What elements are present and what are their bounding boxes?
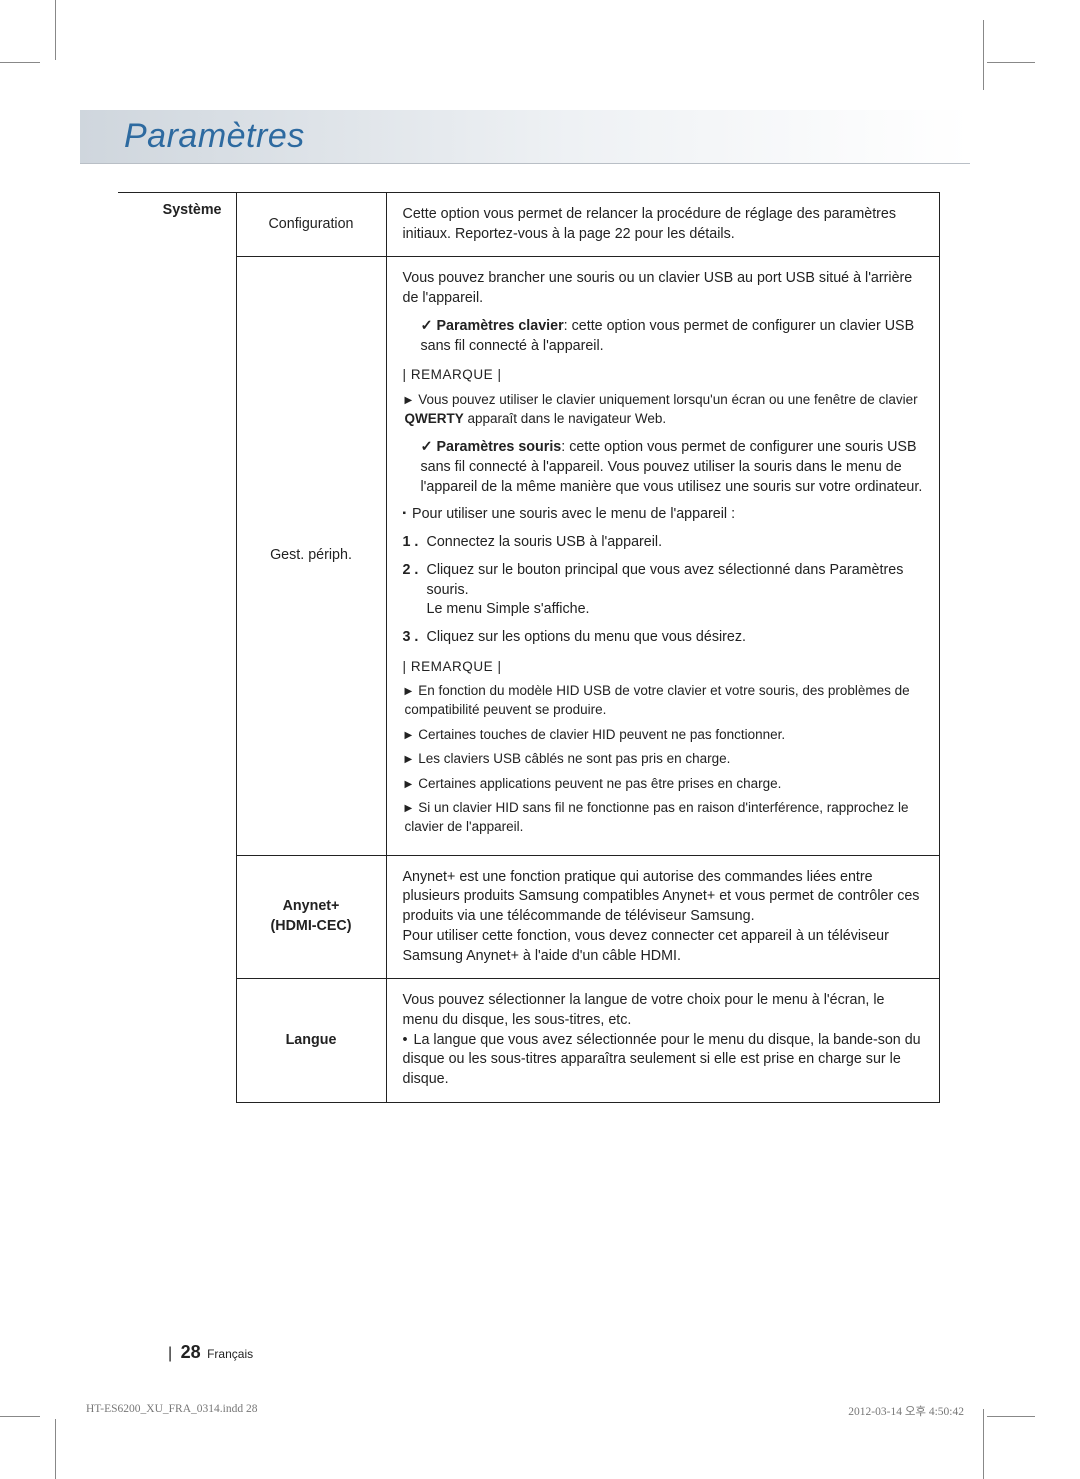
note-text: En fonction du modèle HID USB de votre c… (405, 683, 910, 717)
note-text-a: Vous pouvez utiliser le clavier uniqueme… (418, 392, 917, 407)
anynet-line1: Anynet+ (283, 898, 340, 914)
note-item: En fonction du modèle HID USB de votre c… (405, 682, 924, 719)
page-footer: | 28 Français (80, 1342, 970, 1363)
settings-table: Système Configuration Cette option vous … (118, 192, 940, 1103)
caret-icon (405, 776, 419, 791)
note-text-b: apparaît dans le navigateur Web. (464, 411, 666, 426)
remarque-label: | REMARQUE | (403, 366, 924, 385)
anynet-line2: (HDMI-CEC) (271, 918, 352, 934)
step-text: Cliquez sur les options du menu que vous… (427, 629, 746, 645)
row-label-configuration: Configuration (236, 193, 386, 257)
periph-kbd-note: Vous pouvez utiliser le clavier uniqueme… (405, 391, 924, 428)
step-text: Connectez la souris USB à l'appareil. (427, 534, 663, 550)
langue-text2-content: La langue que vous avez sélectionnée pou… (403, 1032, 921, 1087)
row-desc-configuration: Cette option vous permet de relancer la … (386, 193, 940, 257)
row-desc-langue: Vous pouvez sélectionner la langue de vo… (386, 979, 940, 1103)
crop-mark (55, 0, 56, 60)
note-item: Certaines touches de clavier HID peuvent… (405, 726, 924, 745)
row-label-anynet: Anynet+ (HDMI-CEC) (236, 855, 386, 979)
periph-mouse: Paramètres souris: cette option vous per… (403, 438, 924, 497)
row-label-langue: Langue (236, 979, 386, 1103)
step-text: Cliquez sur le bouton principal que vous… (427, 562, 904, 617)
row-label-periph: Gest. périph. (236, 257, 386, 855)
note-item: Si un clavier HID sans fil ne fonctionne… (405, 799, 924, 836)
footer-divider: | (168, 1345, 172, 1362)
slug-file: HT-ES6200_XU_FRA_0314.indd 28 (86, 1403, 257, 1419)
caret-icon (405, 800, 419, 815)
list-item: 1 . Connectez la souris USB à l'appareil. (403, 533, 924, 553)
row-desc-anynet: Anynet+ est une fonction pratique qui au… (386, 855, 940, 979)
remarque-label: | REMARQUE | (403, 658, 924, 677)
note-item: Vous pouvez utiliser le clavier uniqueme… (405, 391, 924, 428)
use-mouse-heading-text: Pour utiliser une souris avec le menu de… (412, 506, 735, 522)
periph-keyboard-label: Paramètres clavier (436, 318, 563, 334)
note-item: Certaines applications peuvent ne pas êt… (405, 775, 924, 794)
row-desc-periph: Vous pouvez brancher une souris ou un cl… (386, 257, 940, 855)
langue-text2: La langue que vous avez sélectionnée pou… (403, 1031, 924, 1090)
periph-keyboard: Paramètres clavier: cette option vous pe… (403, 317, 924, 356)
caret-icon (405, 392, 419, 407)
print-slug: HT-ES6200_XU_FRA_0314.indd 28 2012-03-14… (80, 1403, 970, 1419)
crop-mark (0, 1416, 40, 1417)
category-label: Système (118, 193, 236, 1103)
note-text-bold: QWERTY (405, 411, 464, 426)
list-item: 2 . Cliquez sur le bouton principal que v… (403, 561, 924, 620)
periph-notes2: En fonction du modèle HID USB de votre c… (405, 682, 924, 836)
periph-mouse-label: Paramètres souris (436, 439, 561, 455)
periph-use-mouse-heading: Pour utiliser une souris avec le menu de… (403, 505, 924, 525)
step-number: 3 . (403, 628, 419, 648)
slug-timestamp: 2012-03-14 오후 4:50:42 (848, 1403, 964, 1419)
crop-mark (983, 1409, 984, 1479)
page-number: 28 (181, 1342, 201, 1362)
crop-mark (983, 20, 984, 90)
caret-icon (405, 751, 419, 766)
step-number: 1 . (403, 533, 419, 553)
caret-icon (405, 683, 419, 698)
note-text: Certaines applications peuvent ne pas êt… (418, 776, 781, 791)
crop-mark (987, 1416, 1035, 1417)
step-number: 2 . (403, 561, 419, 581)
section-title-bar: Paramètres (80, 110, 970, 164)
crop-mark (0, 62, 40, 63)
dot-bullet-icon (403, 1032, 414, 1048)
crop-mark (55, 1419, 56, 1479)
check-icon (421, 439, 437, 455)
note-text: Si un clavier HID sans fil ne fonctionne… (405, 800, 909, 834)
periph-intro: Vous pouvez brancher une souris ou un cl… (403, 269, 924, 308)
list-item: 3 . Cliquez sur les options du menu que v… (403, 628, 924, 648)
footer-language: Français (207, 1347, 253, 1361)
check-icon (421, 318, 437, 334)
page-content: Paramètres Système Configuration Cette o… (80, 110, 970, 1103)
crop-mark (987, 62, 1035, 63)
periph-steps: 1 . Connectez la souris USB à l'appareil.… (403, 533, 924, 648)
page-title: Paramètres (124, 117, 305, 156)
note-text: Les claviers USB câblés ne sont pas pris… (418, 751, 730, 766)
note-text: Certaines touches de clavier HID peuvent… (418, 727, 785, 742)
square-bullet-icon (403, 506, 413, 522)
caret-icon (405, 727, 419, 742)
langue-text1: Vous pouvez sélectionner la langue de vo… (403, 991, 924, 1030)
note-item: Les claviers USB câblés ne sont pas pris… (405, 750, 924, 769)
